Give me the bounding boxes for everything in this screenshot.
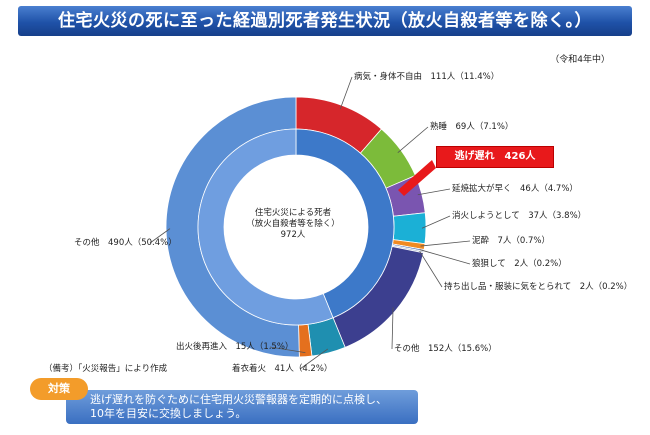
slice-label-4: 泥酔 7人（0.7%） [472,236,551,246]
date-note: （令和4年中） [550,55,610,65]
leader-line-0 [339,76,353,110]
center-label-line2: （放火自殺者等を除く） [246,219,340,229]
slice-label-1: 熟睡 69人（7.1%） [430,122,514,132]
leader-line-5 [419,249,471,265]
tip-text-line1: 逃げ遅れを防ぐために住宅用火災警報器を定期的に点検し、 [90,393,387,406]
leader-line-1 [397,126,429,154]
source-note: （備考）「火災報告」により作成 [44,364,168,374]
tip-tag: 対策 [30,378,88,400]
tip-text-line2: 10年を目安に交換しましょう。 [90,407,247,420]
center-label-line1: 住宅火災による死者 [254,208,332,218]
leader-line-9 [269,346,306,354]
slice-label-9: 出火後再進入 15人（1.5%） [176,342,294,352]
slice-label-10: その他 490人（50.4%） [74,238,177,248]
leader-line-4 [420,240,471,247]
slice-label-2: 延焼拡大が早く 46人（4.7%） [452,184,578,194]
chart-title: 住宅火災の死に至った経過別死者発生状況（放火自殺者等を除く。） [18,6,632,36]
inner-slice-rest [197,128,334,326]
outer-slice-3 [392,212,427,245]
slice-label-6: 持ち出し品・服装に気をとられて 2人（0.2%） [444,282,633,292]
slice-label-8: 着衣着火 41人（4.2%） [232,364,333,374]
highlight-arrow [398,160,436,196]
donut-hole [224,155,368,299]
slice-label-3: 消火しようとして 37人（3.8%） [452,211,587,221]
highlight-label: 逃げ遅れ 426人（43.8%） [436,146,554,182]
slice-label-5: 狼狽して 2人（0.2%） [472,259,567,269]
slice-label-7: その他 152人（15.6%） [394,344,497,354]
leader-line-3 [421,215,451,229]
leader-line-2 [417,188,451,196]
leader-line-8 [299,348,329,370]
slice-label-0: 病気・身体不自由 111人（11.4%） [354,72,500,82]
leader-line-10 [149,228,171,244]
center-label: 住宅火災による死者 （放火自殺者等を除く） 972人 [238,208,348,241]
leader-line-6 [419,251,443,288]
center-label-total: 972人 [280,230,306,240]
leader-line-7 [391,307,394,350]
tip-box: 逃げ遅れを防ぐために住宅用火災警報器を定期的に点検し、 10年を目安に交換しまし… [66,390,418,424]
